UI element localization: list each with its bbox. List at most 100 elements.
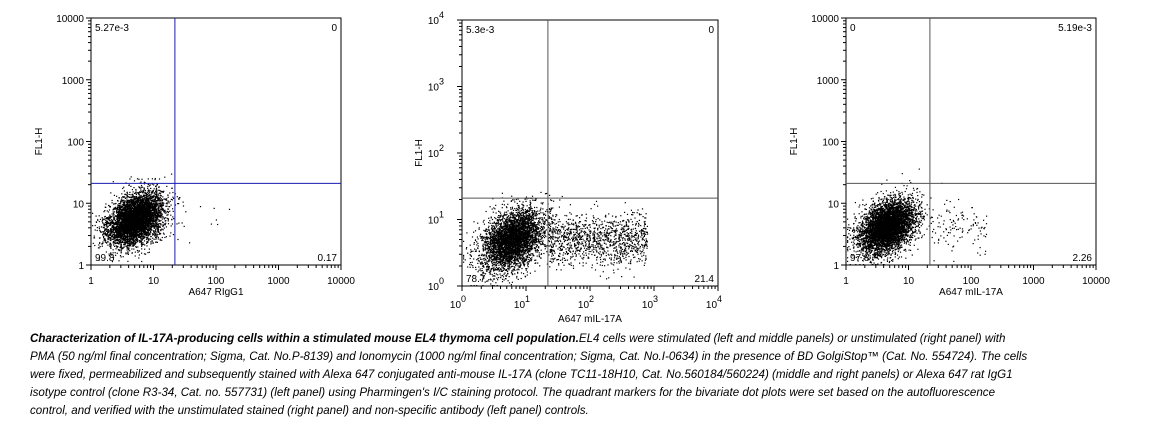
data-point	[153, 219, 155, 221]
data-point	[99, 218, 102, 220]
data-point	[139, 236, 141, 238]
data-point	[122, 208, 124, 210]
data-point	[147, 218, 150, 220]
data-point	[116, 229, 118, 231]
data-point	[157, 216, 159, 218]
data-point	[136, 233, 138, 235]
data-point	[124, 212, 126, 214]
data-point	[129, 242, 131, 244]
data-point	[110, 244, 112, 246]
data-point	[139, 233, 141, 235]
data-point	[139, 228, 141, 231]
data-point	[124, 214, 126, 217]
data-point	[141, 260, 143, 263]
data-point	[144, 223, 146, 225]
data-point	[167, 212, 169, 214]
data-point	[141, 230, 143, 232]
data-point	[108, 222, 111, 224]
data-point	[161, 204, 163, 206]
data-point	[116, 235, 118, 237]
data-point	[125, 216, 127, 218]
data-point	[131, 233, 134, 235]
data-point	[138, 217, 140, 219]
data-point	[112, 225, 114, 227]
data-point	[110, 232, 112, 234]
data-point	[157, 206, 159, 208]
data-point	[127, 233, 129, 235]
data-point	[148, 248, 150, 250]
data-point	[111, 230, 113, 232]
data-point	[126, 193, 129, 195]
data-point	[119, 210, 121, 213]
data-point	[136, 178, 139, 180]
data-point	[133, 204, 135, 206]
data-point	[159, 197, 161, 199]
data-point	[140, 235, 142, 237]
data-point	[131, 196, 133, 198]
data-point	[123, 217, 125, 219]
data-point	[120, 256, 122, 258]
data-point	[159, 198, 161, 200]
data-point	[171, 199, 174, 201]
data-point	[119, 233, 121, 235]
data-point	[114, 232, 116, 234]
data-point	[101, 217, 103, 219]
data-point	[142, 207, 144, 209]
data-point	[110, 253, 112, 255]
data-point	[126, 202, 128, 205]
data-point	[137, 205, 139, 207]
data-point	[138, 218, 140, 220]
data-point	[164, 209, 166, 211]
data-point	[133, 198, 135, 200]
data-point	[146, 224, 148, 226]
data-point	[133, 213, 135, 215]
data-point	[153, 200, 155, 202]
data-point	[140, 203, 142, 205]
data-point	[139, 226, 141, 228]
data-point	[123, 213, 126, 215]
data-point	[144, 226, 146, 228]
data-point	[143, 221, 145, 223]
data-point	[145, 194, 147, 196]
data-point	[139, 217, 141, 219]
data-point	[126, 242, 128, 244]
data-point	[121, 200, 123, 202]
data-point	[150, 218, 152, 220]
data-point	[156, 195, 158, 197]
data-point	[122, 227, 125, 229]
data-point	[142, 191, 144, 193]
data-point	[169, 200, 171, 202]
data-point	[128, 202, 130, 204]
data-point	[153, 202, 155, 204]
data-point	[110, 228, 112, 230]
data-point	[147, 222, 149, 224]
data-point	[119, 201, 122, 203]
data-point	[120, 242, 122, 244]
data-point	[142, 216, 144, 218]
data-point	[150, 187, 152, 189]
data-point	[160, 224, 162, 226]
data-point	[177, 203, 179, 205]
data-point	[116, 207, 118, 209]
data-point	[148, 200, 150, 202]
data-point	[163, 217, 165, 219]
data-point	[130, 215, 132, 217]
data-point	[142, 209, 144, 211]
data-point	[155, 238, 157, 240]
data-point	[131, 218, 133, 221]
data-point	[139, 206, 141, 208]
data-point	[142, 214, 144, 216]
data-point	[155, 185, 157, 187]
data-point	[147, 216, 149, 218]
data-point	[103, 227, 105, 229]
data-point	[163, 227, 165, 229]
data-point	[117, 237, 119, 239]
data-point	[117, 233, 119, 235]
data-point	[228, 208, 231, 210]
data-point	[114, 241, 116, 243]
data-point	[105, 251, 107, 253]
data-point	[105, 233, 107, 235]
data-point	[123, 186, 125, 188]
data-point	[116, 236, 118, 238]
data-point	[112, 226, 114, 228]
